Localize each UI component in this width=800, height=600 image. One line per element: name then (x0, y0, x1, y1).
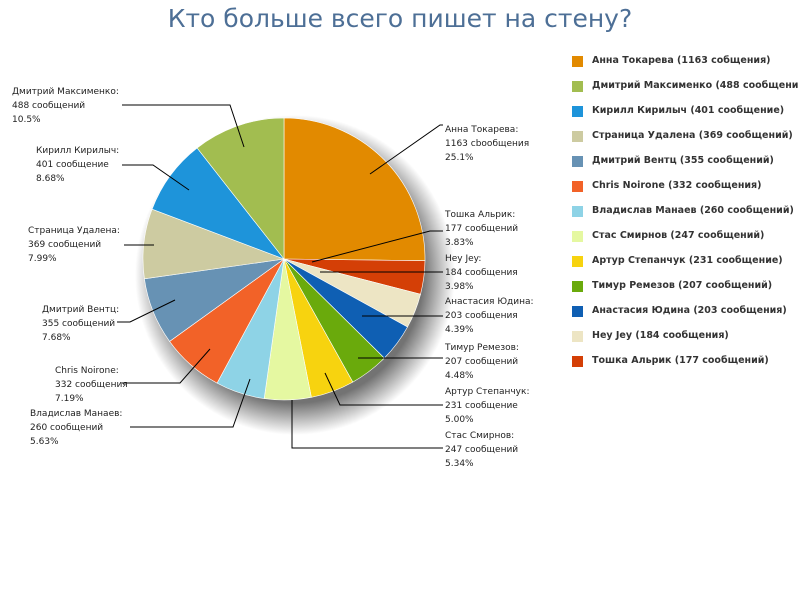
slice-data-label: Тимур Ремезов: 207 сообщений 4.48% (444, 343, 519, 381)
slice-data-label: Кирилл Кирилыч: 401 сообщение 8.68% (36, 146, 119, 184)
legend-label: Тимур Ремезов (207 сообщений) (592, 280, 773, 291)
legend-label: Анна Токарева (1163 собщения) (592, 55, 771, 66)
legend-label: Тошка Альрик (177 сообщений) (592, 355, 769, 366)
leader-line (311, 230, 443, 263)
slice-data-label: Страница Удалена: 369 сообщений 7.99% (28, 226, 120, 264)
legend-item: Анна Токарева (1163 собщения) (572, 53, 798, 78)
legend-swatch (572, 231, 583, 242)
legend-item: Артур Степанчук (231 сообщение) (572, 253, 798, 278)
slice-data-label: Владислав Манаев: 260 сообщений 5.63% (30, 409, 122, 447)
legend-label: Анастасия Юдина (203 сообщения) (592, 305, 787, 316)
slice-data-label: Chris Noirone: 332 сообщения 7.19% (55, 366, 128, 404)
legend-swatch (572, 256, 583, 267)
legend-item: Chris Noirone (332 сообщения) (572, 178, 798, 203)
legend-swatch (572, 281, 583, 292)
pie-slice (196, 117, 285, 260)
leader-line (130, 378, 251, 428)
slice-data-label: Hey Jey: 184 сообщения 3.98% (445, 254, 518, 292)
leader-line (122, 348, 211, 384)
leader-line (324, 372, 443, 406)
legend-swatch (572, 131, 583, 142)
leader-line (122, 104, 245, 148)
slice-data-label: Анастасия Юдина: 203 сообщения 4.39% (445, 297, 534, 335)
legend-swatch (572, 181, 583, 192)
legend-swatch (572, 206, 583, 217)
legend-swatch (572, 306, 583, 317)
legend-label: Стас Смирнов (247 сообщений) (592, 230, 765, 241)
legend-label: Страница Удалена (369 сообщений) (592, 130, 793, 141)
legend-swatch (572, 81, 583, 92)
legend-item: Страница Удалена (369 сообщений) (572, 128, 798, 153)
legend-item: Дмитрий Максименко (488 сообщений) (572, 78, 798, 103)
legend-label: Артур Степанчук (231 сообщение) (592, 255, 783, 266)
slice-data-label: Тошка Альрик: 177 сообщений 3.83% (444, 210, 518, 248)
legend-label: Chris Noirone (332 сообщения) (592, 180, 762, 191)
leader-line (291, 400, 443, 449)
legend-swatch (572, 56, 583, 67)
legend-swatch (572, 156, 583, 167)
legend-swatch (572, 331, 583, 342)
slice-data-label: Анна Токарева: 1163 сbooбщения 25.1% (445, 125, 529, 163)
slice-data-label: Артур Степанчук: 231 сообщение 5.00% (445, 387, 529, 425)
legend-item: Тошка Альрик (177 сообщений) (572, 353, 798, 378)
legend-item: Hey Jey (184 сообщения) (572, 328, 798, 353)
legend-label: Дмитрий Максименко (488 сообщений) (592, 80, 798, 91)
leader-line (117, 299, 176, 323)
leader-line (122, 164, 190, 191)
legend-label: Дмитрий Вентц (355 сообщений) (592, 155, 774, 166)
legend-item: Владислав Манаев (260 сообщений) (572, 203, 798, 228)
legend-item: Кирилл Кирилыч (401 сообщение) (572, 103, 798, 128)
slice-data-label: Дмитрий Вентц: 355 сообщений 7.68% (42, 305, 119, 343)
legend-label: Hey Jey (184 сообщения) (592, 330, 729, 341)
legend-swatch (572, 356, 583, 367)
pie-slice (283, 117, 426, 261)
legend-swatch (572, 106, 583, 117)
slice-data-label: Дмитрий Максименко: 488 сообщений 10.5% (12, 87, 119, 125)
legend-item: Стас Смирнов (247 сообщений) (572, 228, 798, 253)
slice-data-label: Стас Смирнов: 247 сообщений 5.34% (445, 431, 518, 469)
legend-item: Тимур Ремезов (207 сообщений) (572, 278, 798, 303)
legend-label: Владислав Манаев (260 сообщений) (592, 205, 794, 216)
chart-legend: Анна Токарева (1163 собщения) Дмитрий Мак… (572, 53, 798, 378)
chart-title: Кто больше всего пишет на стену? (167, 4, 633, 33)
legend-item: Анастасия Юдина (203 сообщения) (572, 303, 798, 328)
legend-label: Кирилл Кирилыч (401 сообщение) (592, 105, 785, 116)
leader-line (369, 124, 443, 175)
legend-item: Дмитрий Вентц (355 сообщений) (572, 153, 798, 178)
